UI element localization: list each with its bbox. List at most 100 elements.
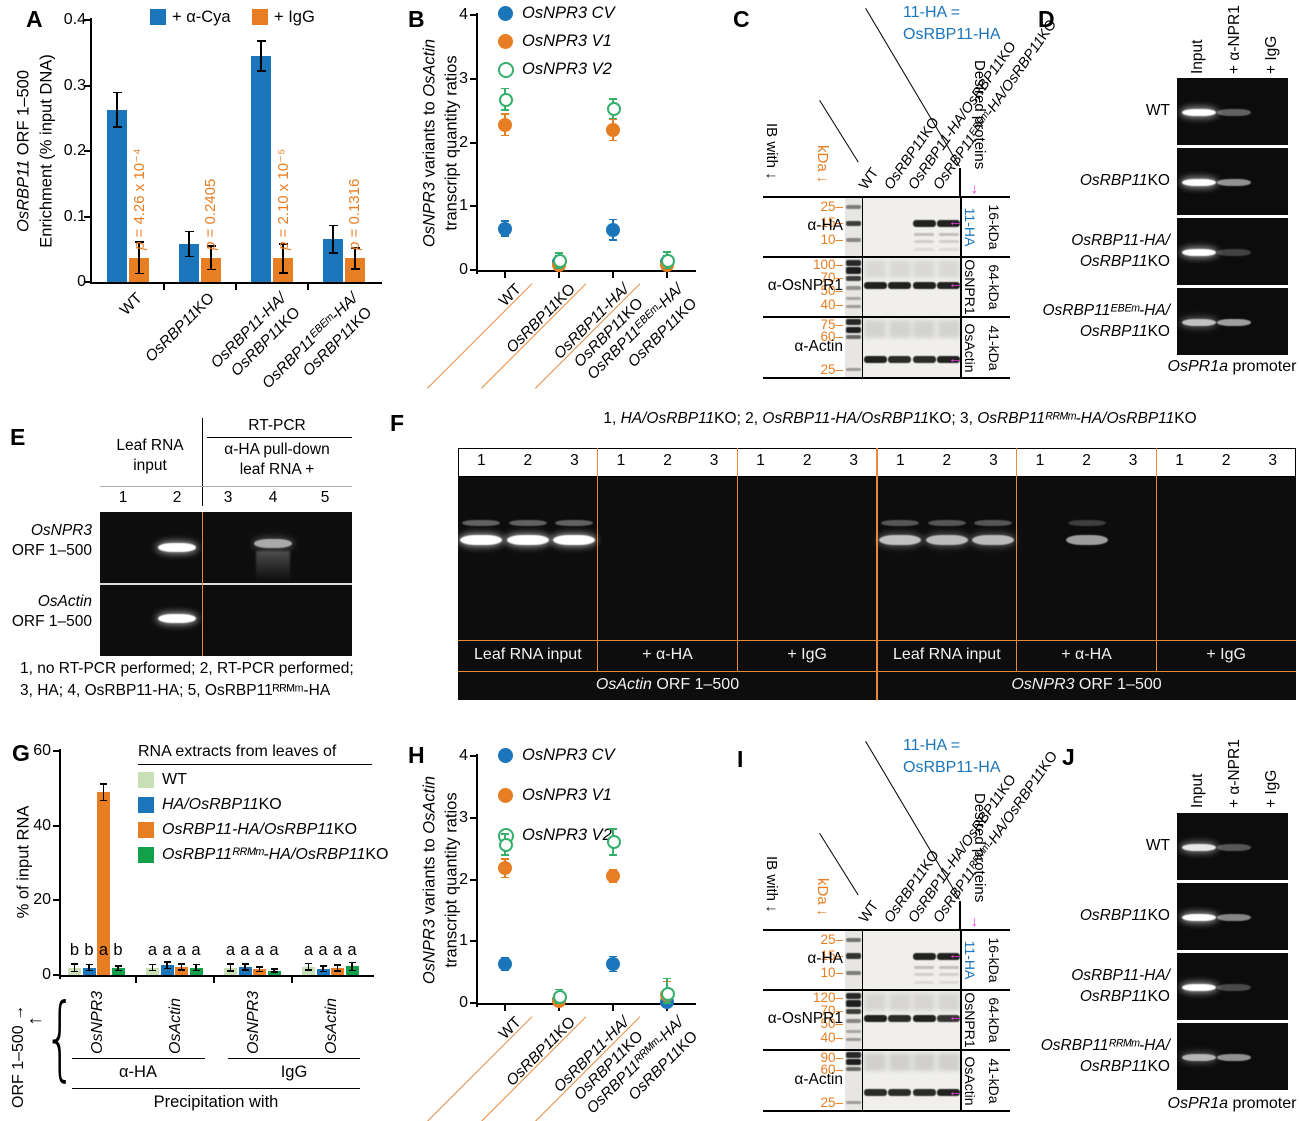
table-line bbox=[960, 930, 962, 1111]
error-bar bbox=[180, 964, 183, 971]
gel-band bbox=[1182, 1053, 1216, 1061]
y-tick-label: 0 bbox=[459, 261, 468, 278]
legend-label: WT bbox=[162, 771, 187, 788]
gel-band bbox=[508, 520, 547, 526]
lane-number: 1 bbox=[895, 452, 905, 469]
protein-band bbox=[888, 1089, 911, 1097]
panel-letter-i: I bbox=[737, 746, 744, 772]
error-bar bbox=[322, 966, 324, 972]
panel-letter-e: E bbox=[10, 424, 26, 450]
marker-band bbox=[846, 368, 861, 372]
data-point bbox=[552, 990, 567, 1005]
bar bbox=[345, 258, 365, 282]
x-tick bbox=[235, 284, 237, 290]
error-bar-cap bbox=[184, 230, 194, 233]
protein-band bbox=[937, 1089, 960, 1097]
data-point bbox=[498, 92, 513, 107]
error-bar bbox=[354, 247, 356, 269]
error-bar-cap bbox=[256, 970, 263, 973]
protein-band bbox=[937, 1014, 960, 1022]
section-separator bbox=[1015, 448, 1018, 672]
lane-smear bbox=[913, 1053, 935, 1072]
gel-band bbox=[158, 542, 196, 552]
lane-number: 3 bbox=[709, 452, 719, 469]
marker-band bbox=[846, 260, 861, 266]
legend-swatch bbox=[138, 822, 154, 838]
rtpcr-underline bbox=[207, 437, 352, 439]
y-tick-label: 4 bbox=[459, 747, 468, 764]
kda-header-label: kDa ↓ bbox=[814, 878, 831, 917]
data-point bbox=[606, 122, 620, 137]
lane-number: 1 bbox=[1035, 452, 1045, 469]
marker-band bbox=[846, 1067, 861, 1072]
lane-number: 2 bbox=[942, 452, 952, 469]
y-tick-label: 0.2 bbox=[63, 142, 86, 159]
legend-marker bbox=[498, 62, 514, 78]
protein-band-smear bbox=[938, 233, 959, 236]
error-bar-cap bbox=[256, 966, 263, 968]
left-header-line1: Leaf RNA bbox=[116, 437, 184, 454]
lane-smear bbox=[888, 1053, 911, 1072]
treatment-label: + α-HA bbox=[642, 646, 693, 663]
bar bbox=[267, 970, 281, 975]
legend-label: OsNPR3 V1 bbox=[522, 32, 612, 50]
table-line bbox=[763, 1110, 1010, 1112]
marker-band bbox=[846, 238, 861, 242]
legend-marker bbox=[498, 788, 513, 803]
y-tick bbox=[470, 755, 476, 757]
error-bar-cap bbox=[501, 854, 509, 856]
table-line bbox=[763, 196, 1010, 198]
legend-title: RNA extracts from leaves of bbox=[138, 743, 337, 760]
y-tick bbox=[84, 281, 90, 283]
y-tick-label: 0.1 bbox=[63, 207, 86, 225]
callout-line bbox=[959, 168, 961, 197]
y-tick-label: 3 bbox=[459, 69, 468, 87]
gel-row-label: OsRBP11-HA/ bbox=[1071, 966, 1170, 984]
error-bar-cap bbox=[609, 239, 617, 241]
significance-letter: a bbox=[332, 941, 343, 959]
kda-marker-label: 25– bbox=[820, 1094, 843, 1110]
lane-number: 2 bbox=[802, 452, 812, 469]
treatment-rule bbox=[458, 640, 1296, 642]
table-line bbox=[960, 197, 962, 378]
error-bar-cap bbox=[134, 241, 144, 243]
kda-marker-label: 10– bbox=[820, 232, 843, 247]
y-tick-label: 3 bbox=[459, 808, 468, 826]
lane-smear bbox=[937, 260, 960, 278]
lane-number: 3 bbox=[849, 452, 859, 469]
lane-smear bbox=[864, 260, 886, 278]
gel-smear bbox=[256, 551, 290, 581]
y-tick bbox=[84, 215, 90, 218]
band-arrow: ← bbox=[948, 946, 963, 963]
band-arrow: ← bbox=[948, 275, 963, 292]
marker-band bbox=[846, 205, 861, 209]
protein-name-label: OsActin bbox=[962, 1055, 978, 1106]
band-arrow: ← bbox=[948, 213, 963, 230]
bar bbox=[251, 56, 271, 282]
x-axis bbox=[476, 270, 696, 272]
marker-band bbox=[846, 327, 861, 334]
lane-number: 1 bbox=[476, 452, 486, 469]
legend-marker bbox=[498, 6, 513, 21]
y-tick-label: 1 bbox=[459, 932, 468, 950]
kda-marker-label: 75– bbox=[820, 317, 843, 333]
gel-row-label: WT bbox=[1145, 837, 1170, 854]
significance-letter: b bbox=[84, 941, 94, 959]
protein-band-smear bbox=[938, 981, 959, 984]
gel-row-label: OsNPR3 bbox=[30, 522, 92, 539]
kda-marker-label: 60– bbox=[820, 1062, 843, 1078]
y-tick-label: 4 bbox=[459, 6, 468, 23]
gel-row-label: WT bbox=[1145, 102, 1170, 119]
x-tick bbox=[504, 1005, 506, 1011]
protein-band bbox=[937, 281, 960, 289]
x-tick bbox=[612, 272, 614, 278]
gel-band bbox=[1182, 843, 1216, 851]
panel-letter-b: B bbox=[408, 6, 425, 32]
gel-row-label: OsRBP11KO bbox=[1079, 907, 1170, 924]
error-bar bbox=[260, 40, 262, 72]
gel-band bbox=[1182, 108, 1216, 116]
kda-marker-label: 15– bbox=[820, 215, 843, 230]
precip-underline bbox=[72, 1088, 360, 1090]
error-bar-cap bbox=[501, 113, 509, 115]
